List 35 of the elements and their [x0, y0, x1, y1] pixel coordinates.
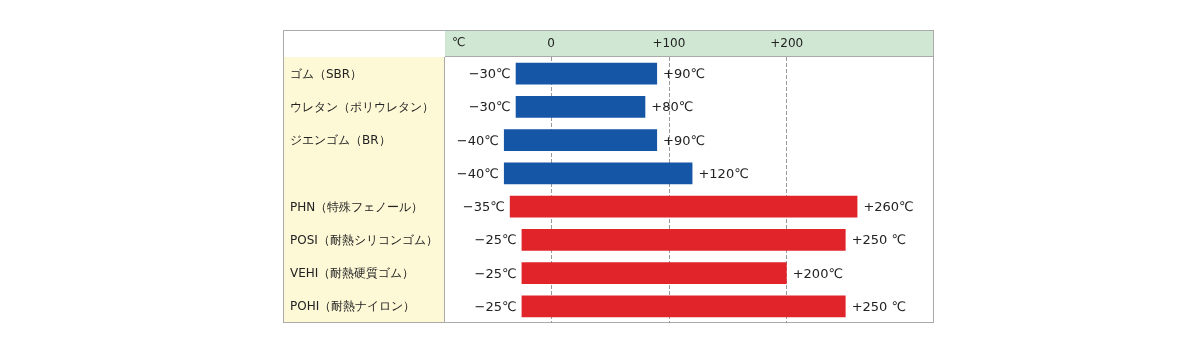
bar	[503, 129, 658, 152]
annotation: −25℃	[474, 232, 517, 248]
annotation: +200℃	[792, 265, 844, 281]
bar	[521, 228, 846, 251]
y-tick-label: POSI（耐熱シリコンゴム）	[290, 232, 438, 247]
bar	[503, 162, 693, 185]
y-tick-label: ウレタン（ポリウレタン）	[290, 99, 434, 114]
annotation: −40℃	[456, 165, 499, 181]
bar	[515, 95, 646, 118]
annotation: +250 ℃	[851, 298, 907, 314]
annotation: +90℃	[663, 132, 706, 148]
y-tick-label: POHI（耐熱ナイロン）	[290, 299, 416, 314]
y-tick-label: ゴム（SBR）	[290, 66, 363, 81]
annotation: −25℃	[474, 298, 517, 314]
annotation: +120℃	[698, 165, 749, 181]
annotation: +250 ℃	[851, 232, 907, 248]
x-tick-label: 0	[547, 36, 555, 50]
bar	[521, 295, 846, 318]
annotation: −40℃	[456, 132, 499, 148]
x-axis-title: ℃	[452, 35, 466, 49]
annotation: +260℃	[863, 199, 914, 215]
bar	[521, 262, 787, 285]
annotation: −30℃	[468, 99, 511, 115]
annotation: −30℃	[468, 66, 511, 82]
annotation: −25℃	[474, 265, 517, 281]
bar	[509, 195, 858, 218]
y-tick-label: PHN（特殊フェノール）	[290, 199, 424, 214]
annotation: +90℃	[663, 66, 706, 82]
annotation: −35℃	[462, 199, 505, 215]
y-tick-label: ジエンゴム（BR）	[290, 133, 391, 148]
x-tick-label: +100	[652, 36, 686, 50]
annotation: +80℃	[651, 99, 694, 115]
x-tick-label: +200	[770, 36, 804, 50]
bar	[515, 62, 658, 85]
y-tick-label: VEHI（耐熱硬質ゴム）	[290, 266, 415, 281]
